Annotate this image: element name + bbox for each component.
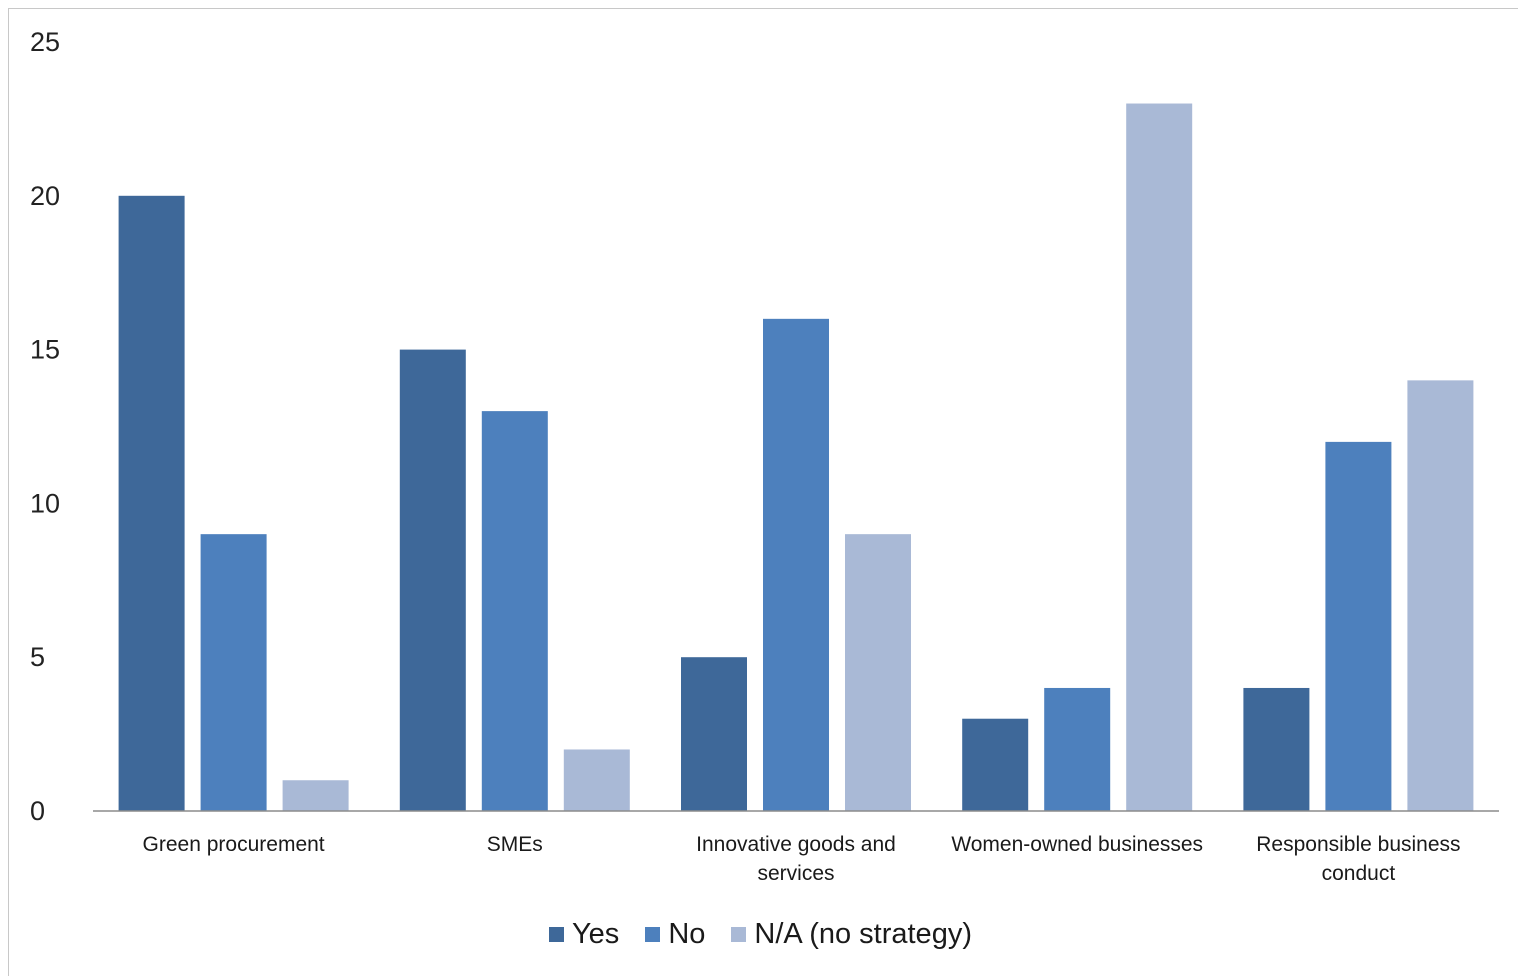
bar <box>681 657 747 811</box>
category-label: Innovative goods and services <box>696 833 896 885</box>
y-tick-label: 25 <box>30 27 60 57</box>
bar <box>282 780 349 811</box>
category-label-line: Responsible business <box>1256 833 1460 856</box>
category-label: SMEs <box>487 833 543 856</box>
bar <box>200 534 267 811</box>
category-label-line: Innovative goods and <box>696 833 896 856</box>
legend-swatch <box>549 927 564 942</box>
legend-swatch <box>731 927 747 942</box>
bar <box>481 411 548 811</box>
category-label: Women-owned businesses <box>951 833 1203 856</box>
category-label-line: Green procurement <box>143 833 325 856</box>
legend-swatch <box>645 927 661 942</box>
bar <box>845 534 911 811</box>
legend-item: N/A (no strategy) <box>731 918 972 951</box>
bars <box>118 103 1474 812</box>
legend: Yes No N/A (no strategy) <box>0 918 1521 951</box>
y-tick-label: 20 <box>30 181 60 211</box>
legend-item: No <box>645 918 705 951</box>
bar <box>962 718 1029 811</box>
bar <box>1243 687 1310 811</box>
legend-label: N/A (no strategy) <box>754 918 972 950</box>
category-label-line: SMEs <box>487 833 543 856</box>
category-labels: Green procurement SMEs Innovative goods an… <box>143 833 1461 885</box>
y-tick-label: 0 <box>30 796 45 826</box>
chart-frame <box>8 8 1518 976</box>
bar <box>118 195 185 812</box>
bar <box>763 318 829 811</box>
bar-chart: 0 5 10 15 20 25 Green procurement SMEs Innovati… <box>30 27 1499 885</box>
y-tick-label: 10 <box>30 488 60 518</box>
category-label-line: conduct <box>1322 862 1396 885</box>
y-tick-label: 5 <box>30 642 45 672</box>
bar <box>1407 380 1474 811</box>
legend-item: Yes <box>549 918 619 951</box>
bar <box>399 349 466 811</box>
category-label: Green procurement <box>143 833 325 856</box>
bar <box>1044 687 1111 811</box>
category-label-line: Women-owned businesses <box>951 833 1203 856</box>
category-label-line: services <box>757 862 834 885</box>
legend-label: Yes <box>572 918 620 950</box>
bar <box>563 749 630 811</box>
bar <box>1126 103 1193 811</box>
legend-label: No <box>668 918 706 950</box>
y-tick-label: 15 <box>30 335 60 365</box>
y-axis-ticks: 0 5 10 15 20 25 <box>30 27 60 826</box>
category-label: Responsible business conduct <box>1256 833 1460 885</box>
bar <box>1325 441 1392 811</box>
